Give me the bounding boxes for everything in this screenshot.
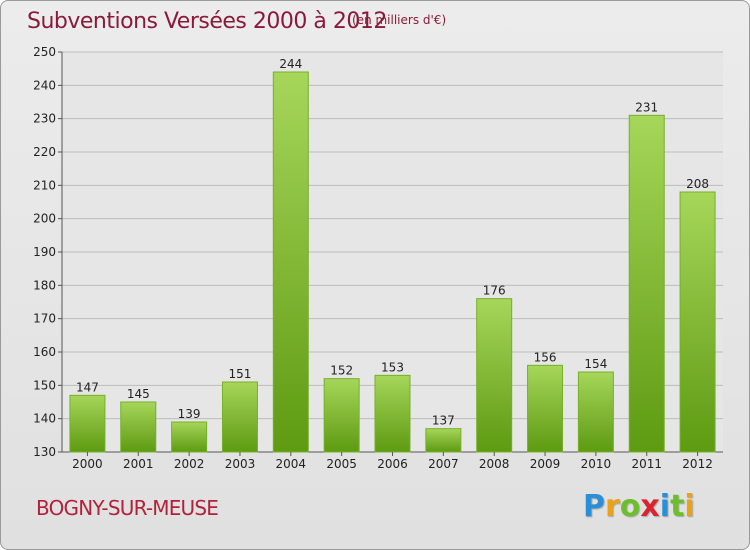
bar-value-label: 231 [635,100,658,114]
brand-letter: i [684,489,695,524]
brand-letter: r [605,489,620,524]
x-tick-label: 2011 [631,457,662,471]
bar [527,364,564,453]
bar [628,114,665,453]
bar [221,381,258,453]
bar-value-label: 151 [229,367,252,381]
x-tick-label: 2008 [479,457,510,471]
x-tick-label: 2003 [225,457,256,471]
x-tick-label: 2004 [276,457,307,471]
brand-letter: x [640,489,660,524]
y-tick-label: 220 [33,145,56,159]
y-tick-label: 170 [33,312,56,326]
brand-letter: i [659,489,671,524]
bar-value-label: 153 [381,360,404,374]
x-tick-label: 2009 [530,457,561,471]
y-tick-label: 160 [33,345,56,359]
y-tick-label: 150 [33,378,56,392]
bar [272,71,309,453]
brand-letter: P [583,489,605,524]
brand-letter: o [619,489,641,524]
y-tick-label: 180 [33,278,56,292]
x-tick-label: 2012 [682,457,713,471]
y-tick-label: 200 [33,212,56,226]
bar-value-label: 154 [584,357,607,371]
bar-value-label: 145 [127,387,150,401]
y-tick-label: 250 [33,45,56,59]
y-tick-label: 210 [33,178,56,192]
bar-value-label: 147 [76,380,99,394]
x-tick-label: 2006 [377,457,408,471]
bar [171,421,208,453]
chart-title: Subventions Versées 2000 à 2012 [27,9,387,34]
y-tick-label: 130 [33,445,56,459]
x-tick-label: 2007 [428,457,459,471]
x-tick-label: 2000 [72,457,103,471]
bar-value-label: 139 [178,407,201,421]
y-tick-label: 240 [33,78,56,92]
bar-value-label: 208 [686,177,709,191]
bar [120,401,157,453]
bar [476,298,513,453]
bar-value-label: 244 [279,57,302,71]
bar [323,378,360,453]
commune-name: BOGNY-SUR-MEUSE [36,496,219,520]
x-tick-label: 2005 [326,457,357,471]
brand-letter: t [670,489,685,524]
x-tick-label: 2001 [123,457,154,471]
bar [577,371,614,453]
bar [69,394,106,453]
bar-value-label: 152 [330,364,353,378]
x-tick-label: 2010 [581,457,612,471]
y-tick-label: 190 [33,245,56,259]
bar [374,374,411,453]
x-tick-label: 2002 [174,457,205,471]
y-tick-label: 230 [33,112,56,126]
bar-value-label: 137 [432,414,455,428]
proxiti-logo: Proxiti [583,489,695,524]
bar-value-label: 176 [483,284,506,298]
bar [425,428,462,453]
bar-value-label: 156 [534,350,557,364]
bar [679,191,716,453]
unit-note: (en milliers d'€) [352,13,447,27]
y-tick-label: 140 [33,412,56,426]
